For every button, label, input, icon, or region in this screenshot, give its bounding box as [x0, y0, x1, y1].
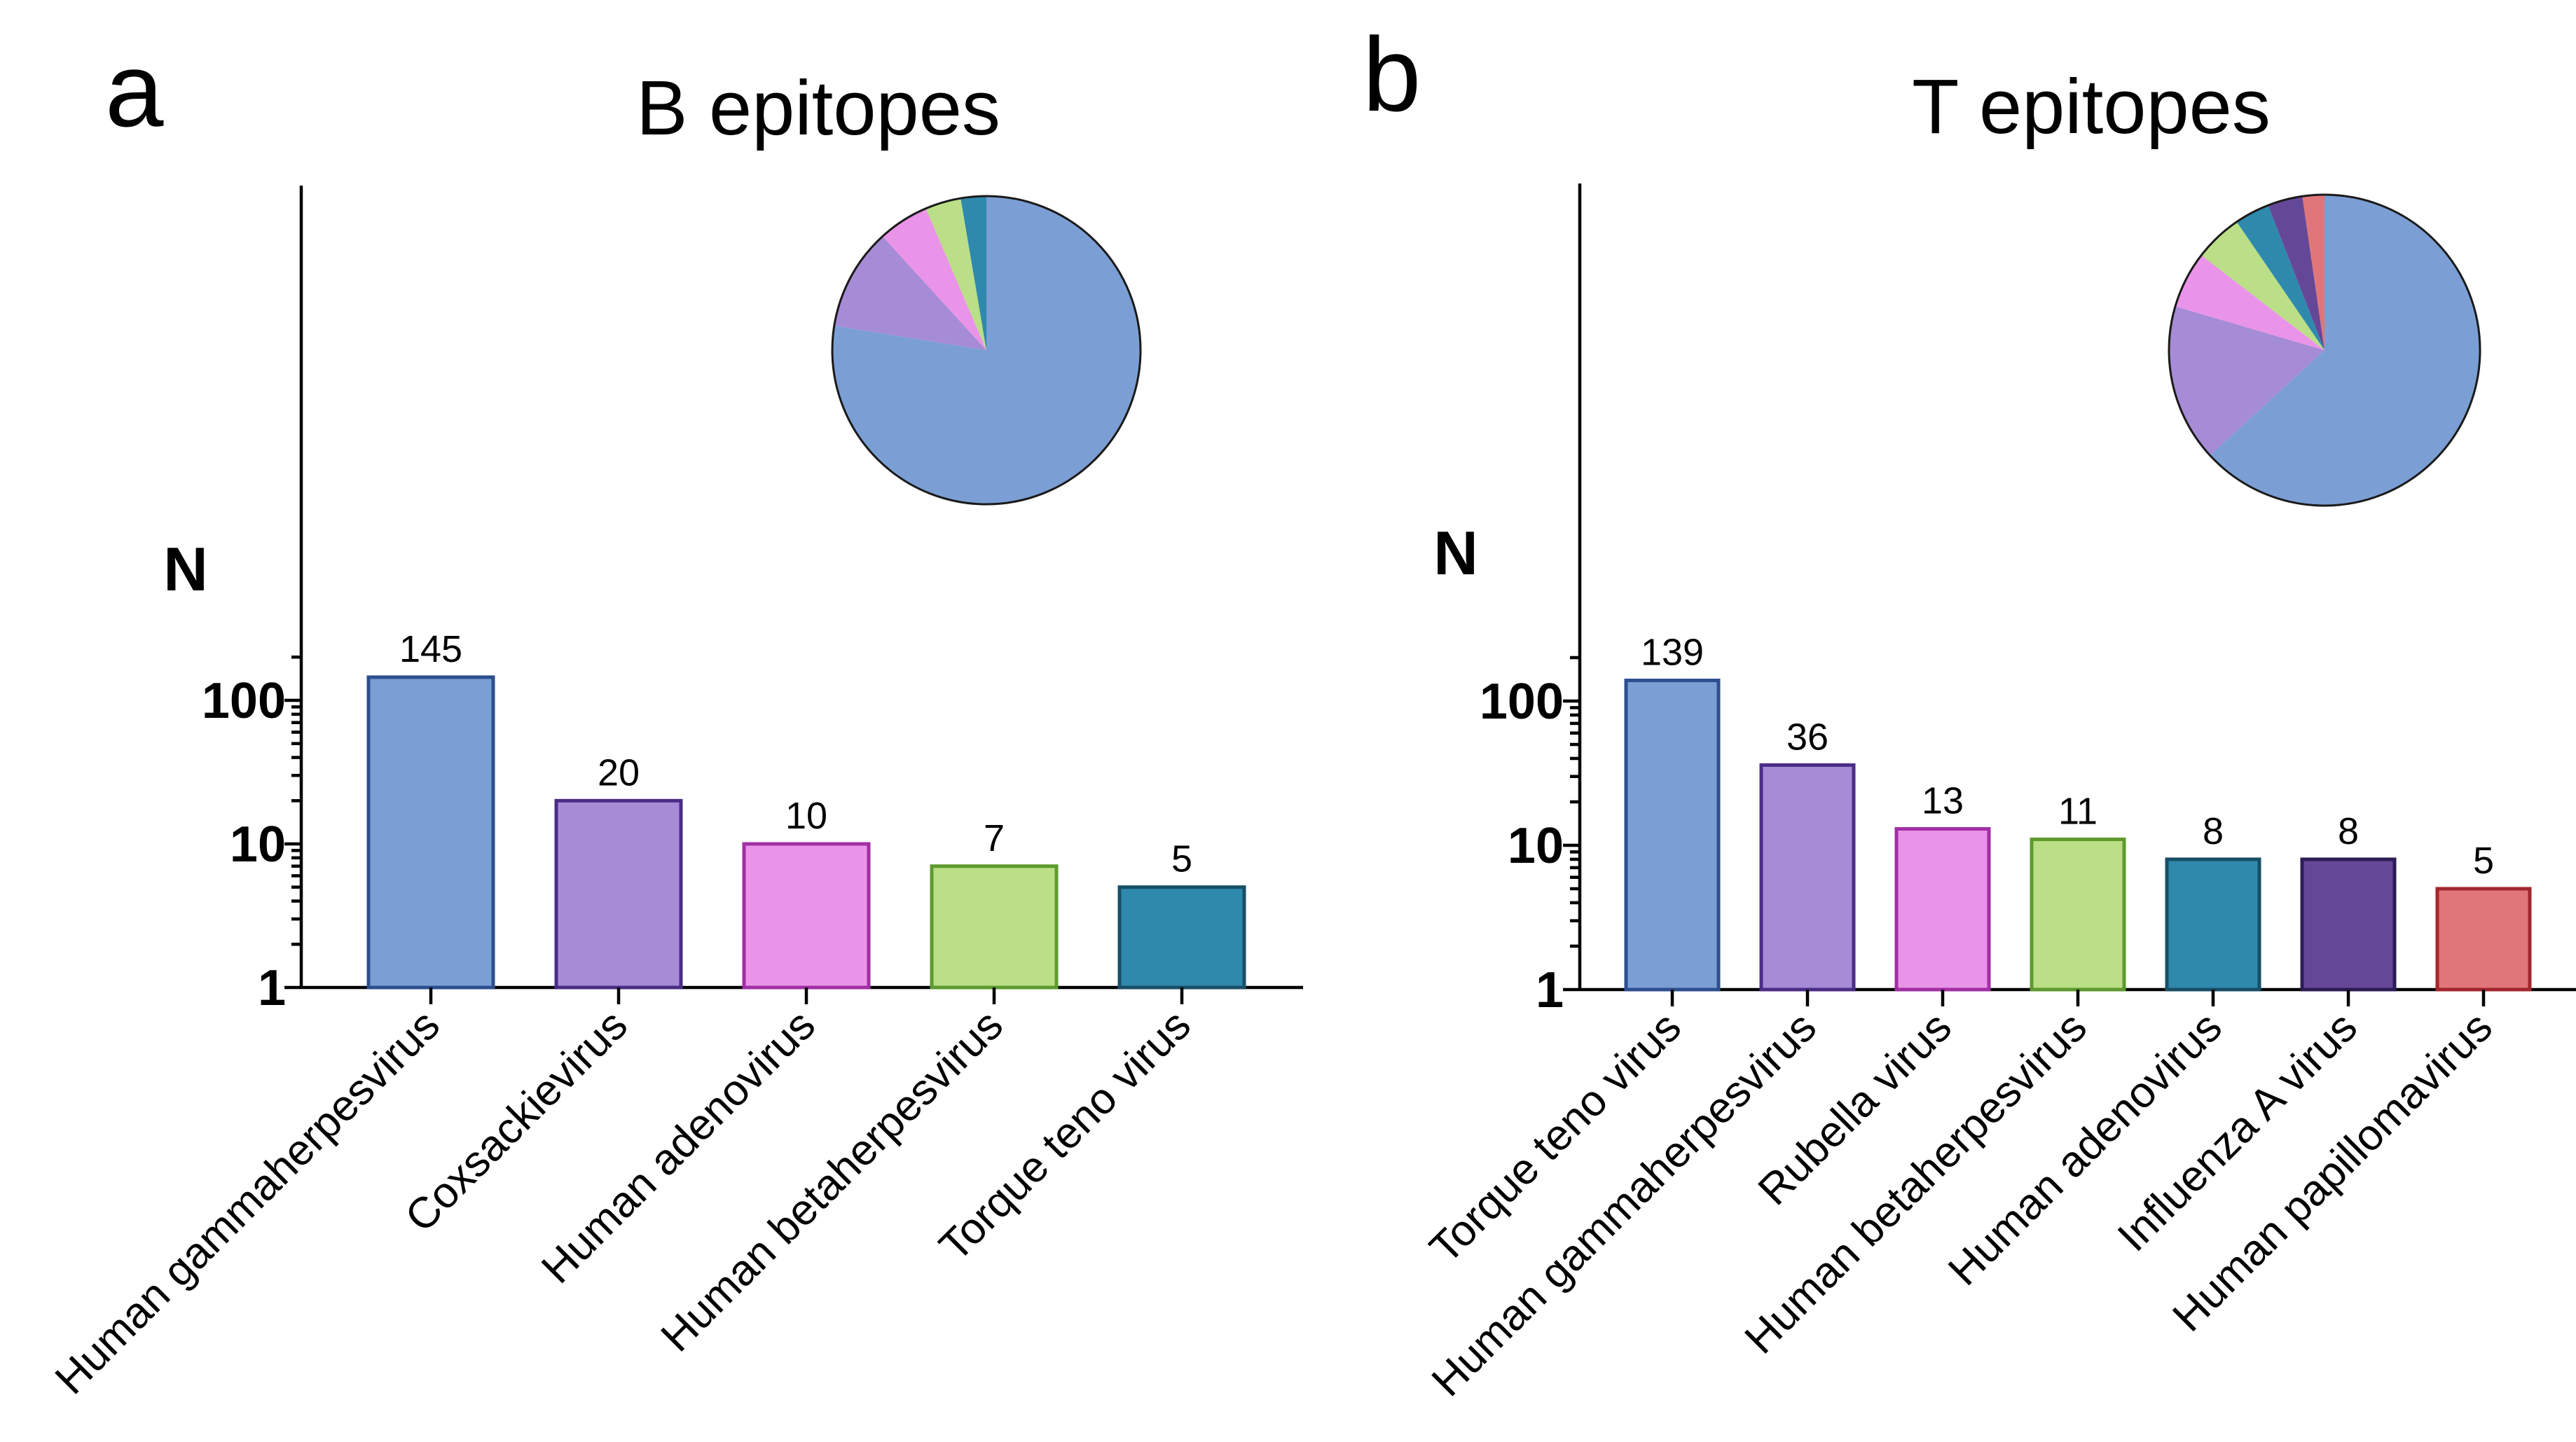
panel-a-letter: a [105, 31, 164, 148]
panel-b-category-label: Torque teno virus [1421, 1003, 1690, 1273]
panel-b-category-label: Influenza A virus [2109, 1003, 2367, 1261]
panel-a-bar-value-label: 20 [598, 751, 640, 793]
panel-a-category-label: Human gammaherpesvirus [46, 1001, 449, 1403]
panel-a-bar [366, 675, 495, 990]
panel-b-pie-slice [2210, 195, 2481, 506]
panel-a-bar [554, 798, 683, 990]
panel-b-bar-value-label: 13 [1922, 780, 1964, 822]
panel-b-bar [2435, 887, 2532, 992]
panel-b-pie-outline [2168, 193, 2481, 507]
panel-b-bar [2300, 857, 2397, 992]
panel-a-bar [1117, 885, 1246, 990]
panel-a-bar-value-label: 145 [399, 628, 462, 670]
panel-b-ylabel: N [1433, 518, 1478, 588]
panel-a-pie-slice [960, 196, 986, 350]
panel-b-bar-value-label: 8 [2338, 810, 2359, 852]
panel-b-bar [1759, 763, 1856, 992]
panel-a-pie-slice [882, 208, 986, 350]
panel-a-category-label: Human betaherpesvirus [652, 1001, 1012, 1361]
panel-a-bar [930, 864, 1059, 990]
panel-a-bar-value-label: 5 [1171, 838, 1192, 880]
panel-b-pie-slice [2302, 195, 2324, 350]
panel-b-bar-value-label: 139 [1641, 632, 1704, 674]
panel-a-bar-value-label: 7 [984, 817, 1005, 859]
panel-b-bar [1624, 679, 1721, 992]
panel-a-bar-value-label: 10 [785, 795, 827, 837]
panel-a-y-tick-label: 10 [230, 817, 286, 873]
panel-b-pie-slice [2201, 221, 2324, 350]
panel-b-pie-slice [2268, 196, 2324, 350]
panel-b-bar [2030, 837, 2126, 992]
panel-a-bar [742, 842, 871, 990]
panel-b-pie-slice [2175, 255, 2324, 350]
panel-b-y-tick-label: 1 [1536, 962, 1564, 1018]
panel-b-pie-slice [2169, 306, 2324, 456]
panel-b-title: T epitopes [1912, 64, 2271, 150]
panel-b-pie-slice [2236, 205, 2324, 350]
panel-b-bar-value-label: 36 [1786, 716, 1828, 758]
panel-b-bar-value-label: 5 [2473, 840, 2494, 882]
panel-b-bar [2165, 857, 2261, 992]
panel-a-y-tick-label: 100 [202, 673, 286, 729]
panel-b-bar [1894, 827, 1991, 992]
panel-a-title: B epitopes [636, 65, 1000, 151]
panel-b-y-tick-label: 100 [1480, 674, 1564, 730]
panel-a-pie-outline [831, 195, 1142, 506]
panel-a-y-tick-label: 1 [258, 960, 286, 1016]
panel-a-ylabel: N [163, 534, 208, 604]
panel-b-y-tick-label: 10 [1508, 818, 1564, 874]
panel-b-bar-value-label: 11 [2058, 790, 2098, 832]
panel-a-pie-slice [925, 198, 986, 350]
panel-b-bar-value-label: 8 [2203, 810, 2224, 852]
panel-a-pie-slice [834, 236, 986, 350]
panel-b-letter: b [1363, 15, 1421, 133]
